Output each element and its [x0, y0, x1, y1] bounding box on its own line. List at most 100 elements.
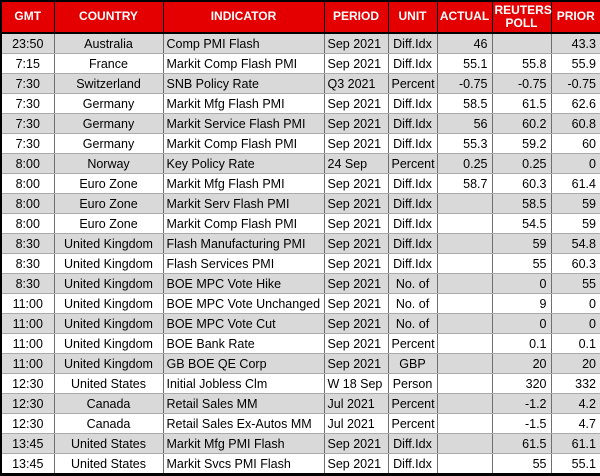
cell-actual: [436, 373, 493, 394]
table-row: 11:00 United Kingdom BOE Bank Rate Sep 2…: [0, 333, 600, 354]
cell-unit: Diff.Idx: [387, 193, 438, 214]
cell-indicator: Markit Service Flash PMI: [162, 113, 325, 134]
table-row: 12:30 Canada Retail Sales Ex-Autos MM Ju…: [0, 413, 600, 434]
table-row: 13:45 United States Markit Svcs PMI Flas…: [0, 453, 600, 475]
col-header-unit: UNIT: [387, 0, 438, 34]
cell-period: Sep 2021: [323, 133, 389, 154]
cell-prior: 61.4: [550, 173, 600, 194]
cell-prior: 0: [550, 293, 600, 314]
cell-indicator: BOE MPC Vote Cut: [162, 313, 325, 334]
cell-gmt: 8:30: [0, 253, 55, 274]
cell-period: Sep 2021: [323, 32, 389, 54]
cell-indicator: Markit Comp Flash PMI: [162, 133, 325, 154]
cell-prior: 20: [550, 353, 600, 374]
table-row: 8:00 Euro Zone Markit Serv Flash PMI Sep…: [0, 193, 600, 214]
table-row: 8:30 United Kingdom BOE MPC Vote Hike Se…: [0, 273, 600, 294]
cell-gmt: 11:00: [0, 353, 55, 374]
cell-unit: Diff.Idx: [387, 53, 438, 74]
cell-actual: 58.5: [436, 93, 493, 114]
cell-actual: [436, 293, 493, 314]
cell-reuters-poll: 61.5: [491, 433, 552, 454]
table-row: 11:00 United Kingdom BOE MPC Vote Unchan…: [0, 293, 600, 314]
cell-reuters-poll: 0.1: [491, 333, 552, 354]
cell-gmt: 7:15: [0, 53, 55, 74]
cell-actual: 56: [436, 113, 493, 134]
table-row: 7:15 France Markit Comp Flash PMI Sep 20…: [0, 53, 600, 74]
cell-period: Sep 2021: [323, 333, 389, 354]
table-row: 8:00 Euro Zone Markit Comp Flash PMI Sep…: [0, 213, 600, 234]
cell-prior: 60.3: [550, 253, 600, 274]
cell-reuters-poll: 0: [491, 273, 552, 294]
cell-indicator: Retail Sales Ex-Autos MM: [162, 413, 325, 434]
col-header-reuters-poll: REUTERS POLL: [491, 0, 552, 34]
cell-gmt: 8:00: [0, 213, 55, 234]
cell-country: Euro Zone: [53, 193, 164, 214]
cell-indicator: Retail Sales MM: [162, 393, 325, 414]
cell-reuters-poll: 59.2: [491, 133, 552, 154]
cell-unit: Diff.Idx: [387, 173, 438, 194]
cell-country: United States: [53, 433, 164, 454]
cell-reuters-poll: 61.5: [491, 93, 552, 114]
cell-prior: 55: [550, 273, 600, 294]
cell-reuters-poll: -0.75: [491, 73, 552, 94]
cell-unit: Diff.Idx: [387, 213, 438, 234]
cell-prior: 55.9: [550, 53, 600, 74]
cell-indicator: Markit Comp Flash PMI: [162, 53, 325, 74]
cell-period: 24 Sep: [323, 153, 389, 174]
cell-gmt: 8:00: [0, 173, 55, 194]
cell-country: United States: [53, 373, 164, 394]
cell-indicator: BOE Bank Rate: [162, 333, 325, 354]
cell-reuters-poll: -1.2: [491, 393, 552, 414]
cell-gmt: 8:00: [0, 153, 55, 174]
table-row: 7:30 Germany Markit Comp Flash PMI Sep 2…: [0, 133, 600, 154]
cell-prior: 0.1: [550, 333, 600, 354]
cell-period: Sep 2021: [323, 453, 389, 475]
cell-indicator: BOE MPC Vote Hike: [162, 273, 325, 294]
cell-reuters-poll: 60.2: [491, 113, 552, 134]
cell-period: W 18 Sep: [323, 373, 389, 394]
cell-country: Germany: [53, 93, 164, 114]
cell-actual: [436, 193, 493, 214]
cell-period: Sep 2021: [323, 193, 389, 214]
cell-gmt: 11:00: [0, 293, 55, 314]
cell-reuters-poll: 320: [491, 373, 552, 394]
col-header-period: PERIOD: [323, 0, 389, 34]
cell-period: Q3 2021: [323, 73, 389, 94]
cell-country: Germany: [53, 113, 164, 134]
cell-indicator: Flash Manufacturing PMI: [162, 233, 325, 254]
cell-unit: Diff.Idx: [387, 133, 438, 154]
col-header-country: COUNTRY: [53, 0, 164, 34]
cell-prior: 332: [550, 373, 600, 394]
cell-unit: No. of: [387, 313, 438, 334]
cell-actual: [436, 353, 493, 374]
col-header-indicator: INDICATOR: [162, 0, 325, 34]
table-row: 23:50 Australia Comp PMI Flash Sep 2021 …: [0, 32, 600, 54]
col-header-gmt: GMT: [0, 0, 55, 34]
cell-country: United Kingdom: [53, 273, 164, 294]
table-row: 11:00 United Kingdom GB BOE QE Corp Sep …: [0, 353, 600, 374]
cell-country: United Kingdom: [53, 233, 164, 254]
cell-indicator: Comp PMI Flash: [162, 32, 325, 54]
cell-actual: [436, 233, 493, 254]
cell-prior: 60.8: [550, 113, 600, 134]
cell-period: Sep 2021: [323, 113, 389, 134]
col-header-prior: PRIOR: [550, 0, 600, 34]
table-row: 11:00 United Kingdom BOE MPC Vote Cut Se…: [0, 313, 600, 334]
cell-country: Germany: [53, 133, 164, 154]
cell-gmt: 13:45: [0, 433, 55, 454]
cell-prior: 0: [550, 313, 600, 334]
cell-prior: 0: [550, 153, 600, 174]
cell-country: France: [53, 53, 164, 74]
cell-country: Canada: [53, 413, 164, 434]
cell-gmt: 11:00: [0, 313, 55, 334]
cell-unit: Percent: [387, 333, 438, 354]
cell-unit: GBP: [387, 353, 438, 374]
cell-gmt: 23:50: [0, 32, 55, 54]
cell-gmt: 7:30: [0, 113, 55, 134]
cell-gmt: 8:30: [0, 233, 55, 254]
table-row: 7:30 Germany Markit Mfg Flash PMI Sep 20…: [0, 93, 600, 114]
cell-prior: 4.2: [550, 393, 600, 414]
cell-reuters-poll: 0.25: [491, 153, 552, 174]
cell-country: Switzerland: [53, 73, 164, 94]
